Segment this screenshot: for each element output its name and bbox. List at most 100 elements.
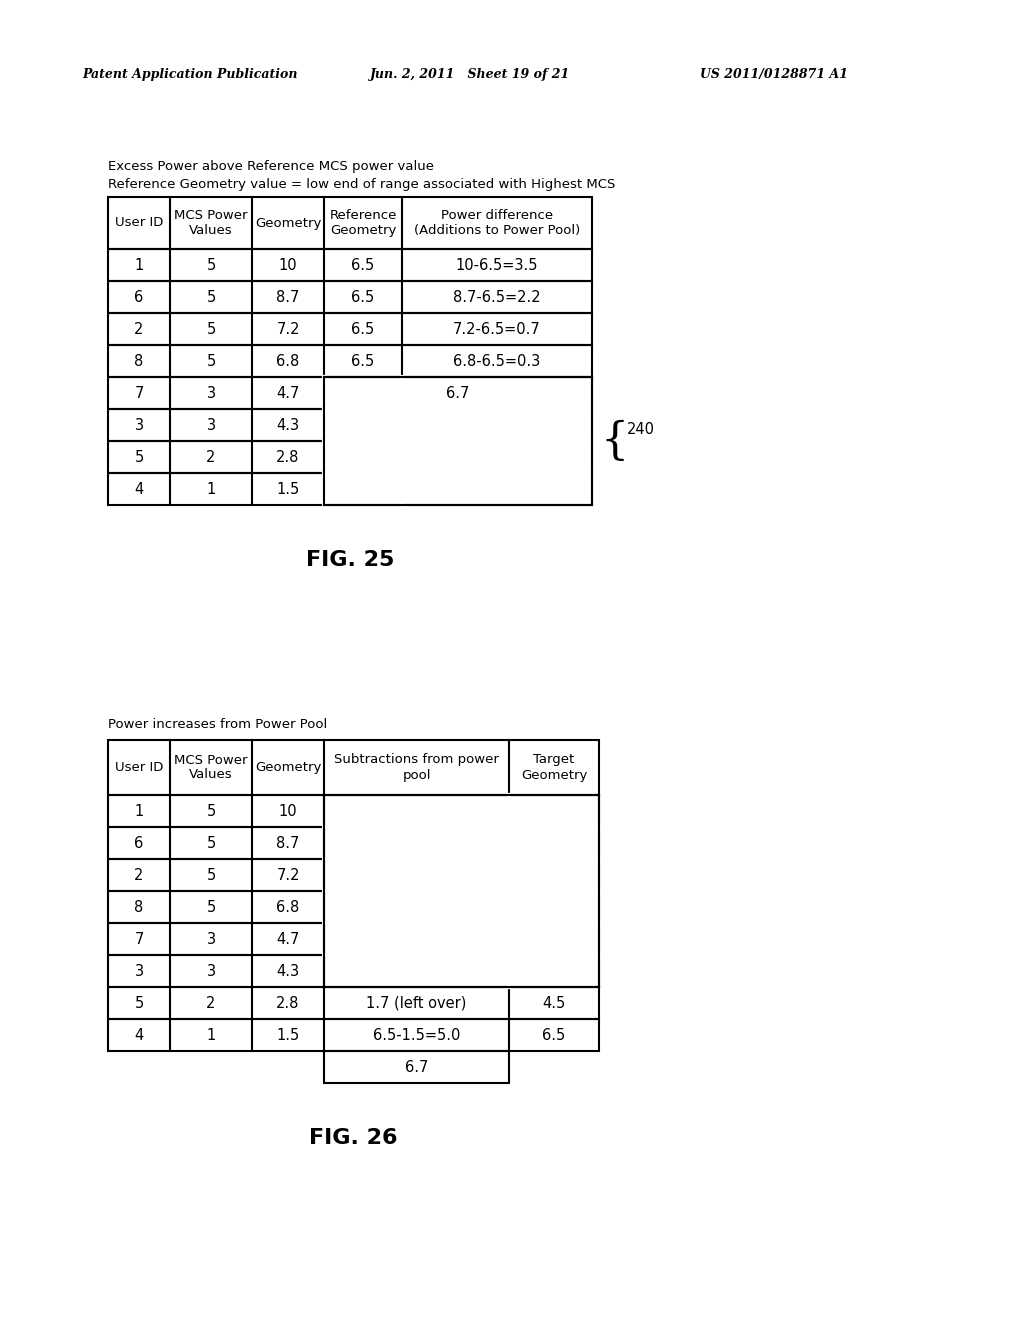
Text: 4.5: 4.5: [543, 995, 565, 1011]
Text: 6: 6: [134, 836, 143, 850]
Bar: [108, 441, 592, 473]
Bar: [108, 473, 592, 506]
Text: Subtractions from power
pool: Subtractions from power pool: [334, 754, 499, 781]
Text: 4.7: 4.7: [276, 385, 300, 400]
Text: 8.7-6.5=2.2: 8.7-6.5=2.2: [454, 289, 541, 305]
Text: User ID: User ID: [115, 216, 163, 230]
Bar: [108, 987, 599, 1019]
Text: 2: 2: [134, 322, 143, 337]
Text: 1: 1: [134, 257, 143, 272]
Text: 6.8: 6.8: [276, 354, 300, 368]
Text: 6.5: 6.5: [351, 322, 375, 337]
Text: MCS Power
Values: MCS Power Values: [174, 754, 248, 781]
Bar: [108, 954, 599, 987]
Text: 6.5: 6.5: [351, 354, 375, 368]
Text: Reference
Geometry: Reference Geometry: [330, 209, 396, 238]
Text: 6.5: 6.5: [543, 1027, 565, 1043]
Text: 6.8: 6.8: [276, 899, 300, 915]
Text: 3: 3: [207, 385, 216, 400]
Text: 6.5: 6.5: [351, 289, 375, 305]
Bar: [108, 891, 599, 923]
Text: Excess Power above Reference MCS power value: Excess Power above Reference MCS power v…: [108, 160, 434, 173]
Text: 3: 3: [134, 964, 143, 978]
Text: 6.5-1.5=5.0: 6.5-1.5=5.0: [373, 1027, 460, 1043]
Bar: [108, 345, 592, 378]
Text: Patent Application Publication: Patent Application Publication: [82, 69, 298, 81]
Text: 5: 5: [207, 836, 216, 850]
Text: 5: 5: [134, 450, 143, 465]
Text: 3: 3: [134, 417, 143, 433]
Text: 1: 1: [207, 482, 216, 496]
Bar: [108, 197, 592, 249]
Bar: [108, 923, 599, 954]
Text: US 2011/0128871 A1: US 2011/0128871 A1: [700, 69, 848, 81]
Text: 8: 8: [134, 899, 143, 915]
Text: 5: 5: [207, 804, 216, 818]
Text: 5: 5: [207, 867, 216, 883]
Text: 4: 4: [134, 482, 143, 496]
Text: 3: 3: [207, 932, 216, 946]
Text: 4.3: 4.3: [276, 964, 300, 978]
Text: User ID: User ID: [115, 762, 163, 774]
Bar: [108, 378, 592, 409]
Text: Target
Geometry: Target Geometry: [521, 754, 587, 781]
Text: 8.7: 8.7: [276, 289, 300, 305]
Text: 5: 5: [207, 322, 216, 337]
Text: 4.3: 4.3: [276, 417, 300, 433]
Text: 5: 5: [134, 995, 143, 1011]
Text: Jun. 2, 2011   Sheet 19 of 21: Jun. 2, 2011 Sheet 19 of 21: [370, 69, 570, 81]
Text: Geometry: Geometry: [255, 216, 322, 230]
Text: 10: 10: [279, 257, 297, 272]
Text: 3: 3: [207, 417, 216, 433]
Text: 5: 5: [207, 899, 216, 915]
Bar: [108, 741, 599, 795]
Bar: [108, 795, 599, 828]
Text: 6.7: 6.7: [404, 1060, 428, 1074]
Text: 240: 240: [627, 421, 655, 437]
Text: 1.5: 1.5: [276, 1027, 300, 1043]
Text: 6.8-6.5=0.3: 6.8-6.5=0.3: [454, 354, 541, 368]
Text: 3: 3: [207, 964, 216, 978]
Text: 2.8: 2.8: [276, 995, 300, 1011]
Text: 5: 5: [207, 354, 216, 368]
Text: 10-6.5=3.5: 10-6.5=3.5: [456, 257, 539, 272]
Text: 8.7: 8.7: [276, 836, 300, 850]
Text: 1: 1: [207, 1027, 216, 1043]
Text: 4.7: 4.7: [276, 932, 300, 946]
Bar: [108, 409, 592, 441]
Text: FIG. 26: FIG. 26: [309, 1129, 397, 1148]
Text: 1: 1: [134, 804, 143, 818]
Text: 5: 5: [207, 289, 216, 305]
Text: Power difference
(Additions to Power Pool): Power difference (Additions to Power Poo…: [414, 209, 581, 238]
Text: 5: 5: [207, 257, 216, 272]
Text: 2: 2: [206, 995, 216, 1011]
Bar: [108, 828, 599, 859]
Text: 7.2-6.5=0.7: 7.2-6.5=0.7: [454, 322, 541, 337]
Text: 6: 6: [134, 289, 143, 305]
Text: 7.2: 7.2: [276, 867, 300, 883]
Text: 4: 4: [134, 1027, 143, 1043]
Bar: [108, 859, 599, 891]
Text: 1.7 (left over): 1.7 (left over): [367, 995, 467, 1011]
Text: 8: 8: [134, 354, 143, 368]
Text: Power increases from Power Pool: Power increases from Power Pool: [108, 718, 328, 731]
Bar: [108, 281, 592, 313]
Text: 6.5: 6.5: [351, 257, 375, 272]
Text: 2: 2: [134, 867, 143, 883]
Text: FIG. 25: FIG. 25: [306, 550, 394, 570]
Bar: [108, 249, 592, 281]
Text: 2: 2: [206, 450, 216, 465]
Text: Reference Geometry value = low end of range associated with Highest MCS: Reference Geometry value = low end of ra…: [108, 178, 615, 191]
Text: {: {: [600, 420, 629, 462]
Text: MCS Power
Values: MCS Power Values: [174, 209, 248, 238]
Text: 7.2: 7.2: [276, 322, 300, 337]
Text: Geometry: Geometry: [255, 762, 322, 774]
Bar: [108, 313, 592, 345]
Text: 1.5: 1.5: [276, 482, 300, 496]
Text: 10: 10: [279, 804, 297, 818]
Text: 7: 7: [134, 385, 143, 400]
Bar: [108, 1019, 599, 1051]
Text: 7: 7: [134, 932, 143, 946]
Text: 2.8: 2.8: [276, 450, 300, 465]
Text: 6.7: 6.7: [446, 385, 470, 400]
